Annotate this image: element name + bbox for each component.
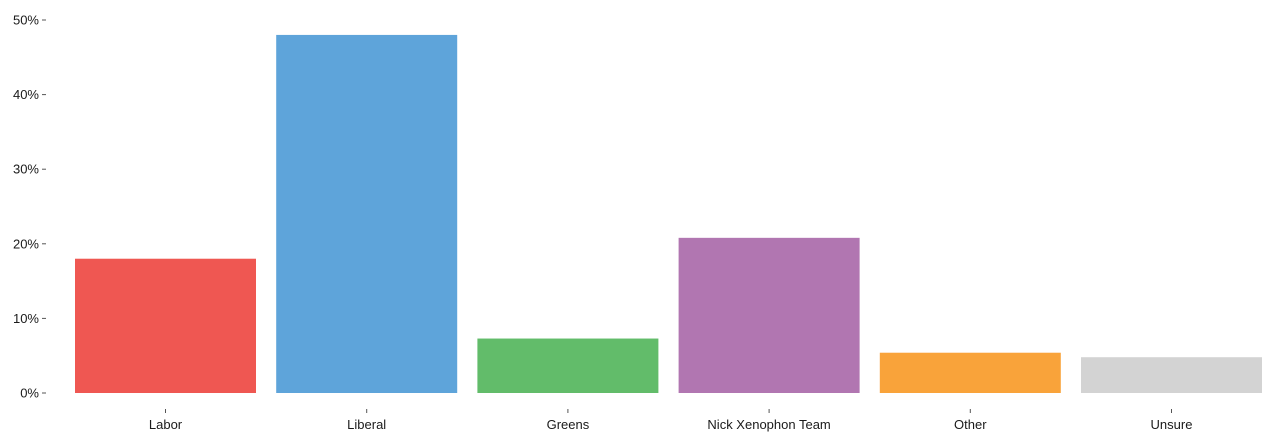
y-tick-label: 50% <box>13 13 39 28</box>
y-tick-label: 30% <box>13 162 39 177</box>
x-tick-label: Unsure <box>1151 417 1193 432</box>
x-tick-label: Liberal <box>347 417 386 432</box>
x-tick-label: Nick Xenophon Team <box>707 417 830 432</box>
x-tick-label: Other <box>954 417 987 432</box>
bar-nick-xenophon-team <box>678 237 860 393</box>
y-tick-label: 0% <box>20 386 39 401</box>
y-axis: 0% 10% 20% 30% 40% 50% <box>13 13 46 401</box>
bar-other <box>879 352 1061 393</box>
bar-greens <box>477 338 659 393</box>
y-tick-label: 20% <box>13 236 39 251</box>
bar-labor <box>75 258 256 393</box>
bars <box>75 34 1262 394</box>
bar-liberal <box>276 34 458 394</box>
y-tick-label: 10% <box>13 311 39 326</box>
x-axis: Labor Liberal Greens Nick Xenophon Team Othe… <box>149 409 1193 432</box>
x-tick-label: Labor <box>149 417 183 432</box>
bar-unsure <box>1081 357 1262 393</box>
y-tick-label: 40% <box>13 87 39 102</box>
x-tick-label: Greens <box>547 417 590 432</box>
